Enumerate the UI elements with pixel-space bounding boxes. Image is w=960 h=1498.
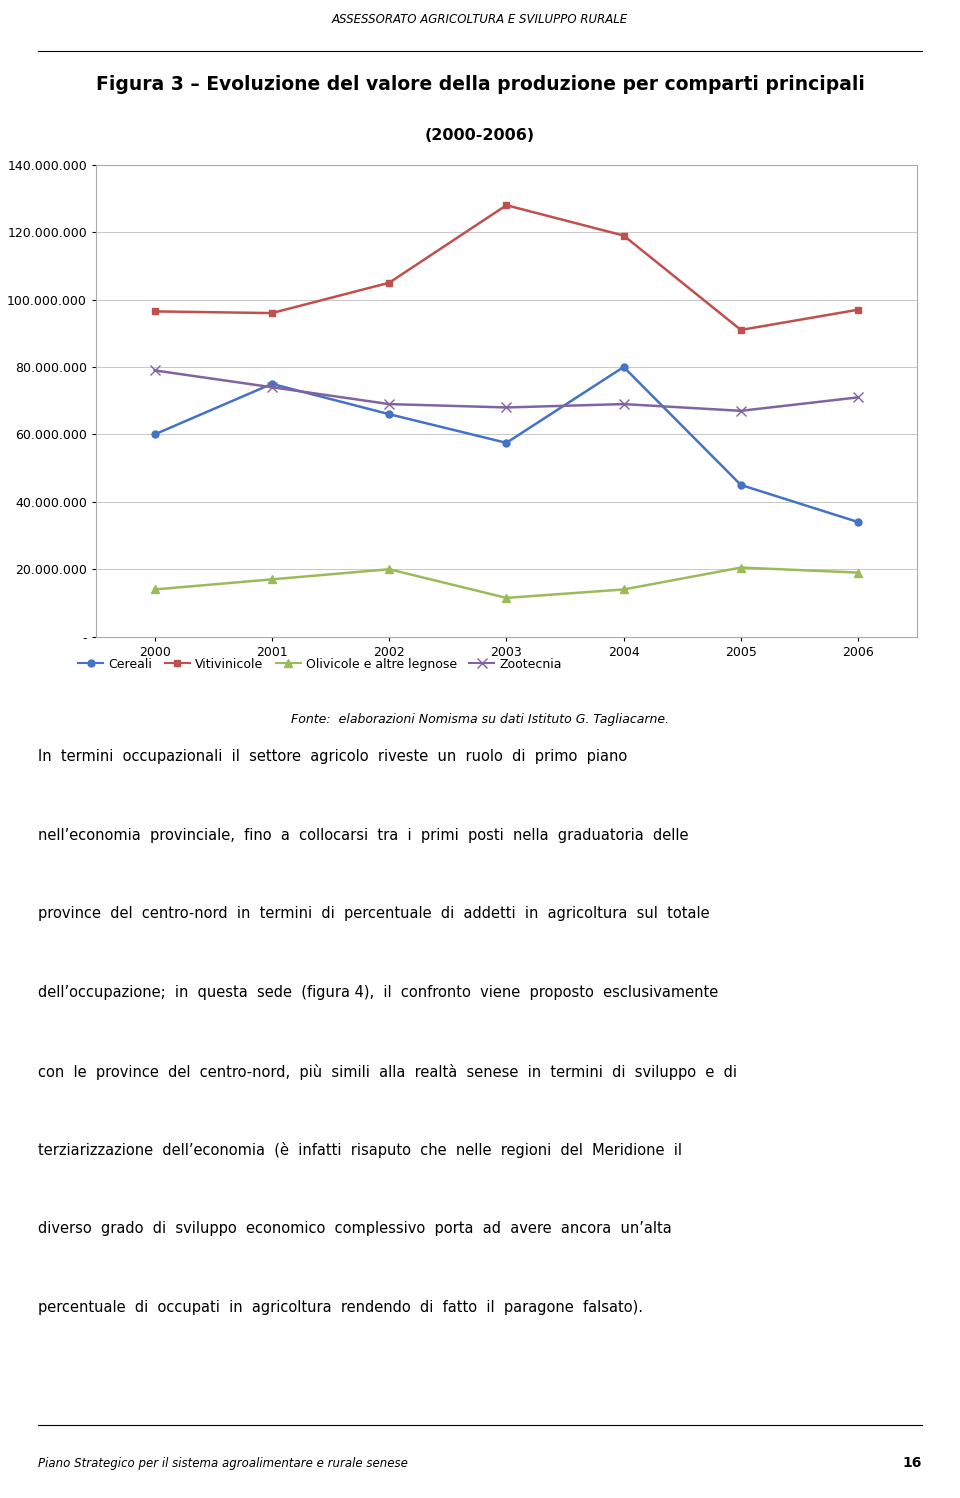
Text: 16: 16 [902, 1456, 922, 1471]
Text: province  del  centro-nord  in  termini  di  percentuale  di  addetti  in  agric: province del centro-nord in termini di p… [38, 906, 710, 921]
Text: nell’economia  provinciale,  fino  a  collocarsi  tra  i  primi  posti  nella  g: nell’economia provinciale, fino a colloc… [38, 827, 689, 843]
Text: percentuale  di  occupati  in  agricoltura  rendendo  di  fatto  il  paragone  f: percentuale di occupati in agricoltura r… [38, 1299, 643, 1315]
Text: terziarizzazione  dell’economia  (è  infatti  risaputo  che  nelle  regioni  del: terziarizzazione dell’economia (è infatt… [38, 1141, 683, 1158]
Legend: Cereali, Vitivinicole, Olivicole e altre legnose, Zootecnia: Cereali, Vitivinicole, Olivicole e altre… [74, 653, 566, 676]
Text: Figura 3 – Evoluzione del valore della produzione per comparti principali: Figura 3 – Evoluzione del valore della p… [96, 75, 864, 93]
Text: Piano Strategico per il sistema agroalimentare e rurale senese: Piano Strategico per il sistema agroalim… [38, 1458, 408, 1470]
Text: dell’occupazione;  in  questa  sede  (figura 4),  il  confronto  viene  proposto: dell’occupazione; in questa sede (figura… [38, 986, 719, 1001]
Text: Fonte:  elaborazioni Nomisma su dati Istituto G. Tagliacarne.: Fonte: elaborazioni Nomisma su dati Isti… [291, 713, 669, 725]
Text: (2000-2006): (2000-2006) [425, 127, 535, 142]
Text: con  le  province  del  centro-nord,  più  simili  alla  realtà  senese  in  ter: con le province del centro-nord, più sim… [38, 1064, 737, 1080]
Y-axis label: Euro: Euro [0, 385, 2, 416]
Text: ASSESSORATO AGRICOLTURA E SVILUPPO RURALE: ASSESSORATO AGRICOLTURA E SVILUPPO RURAL… [332, 13, 628, 25]
Text: diverso  grado  di  sviluppo  economico  complessivo  porta  ad  avere  ancora  : diverso grado di sviluppo economico comp… [38, 1221, 672, 1236]
Text: In  termini  occupazionali  il  settore  agricolo  riveste  un  ruolo  di  primo: In termini occupazionali il settore agri… [38, 749, 628, 764]
